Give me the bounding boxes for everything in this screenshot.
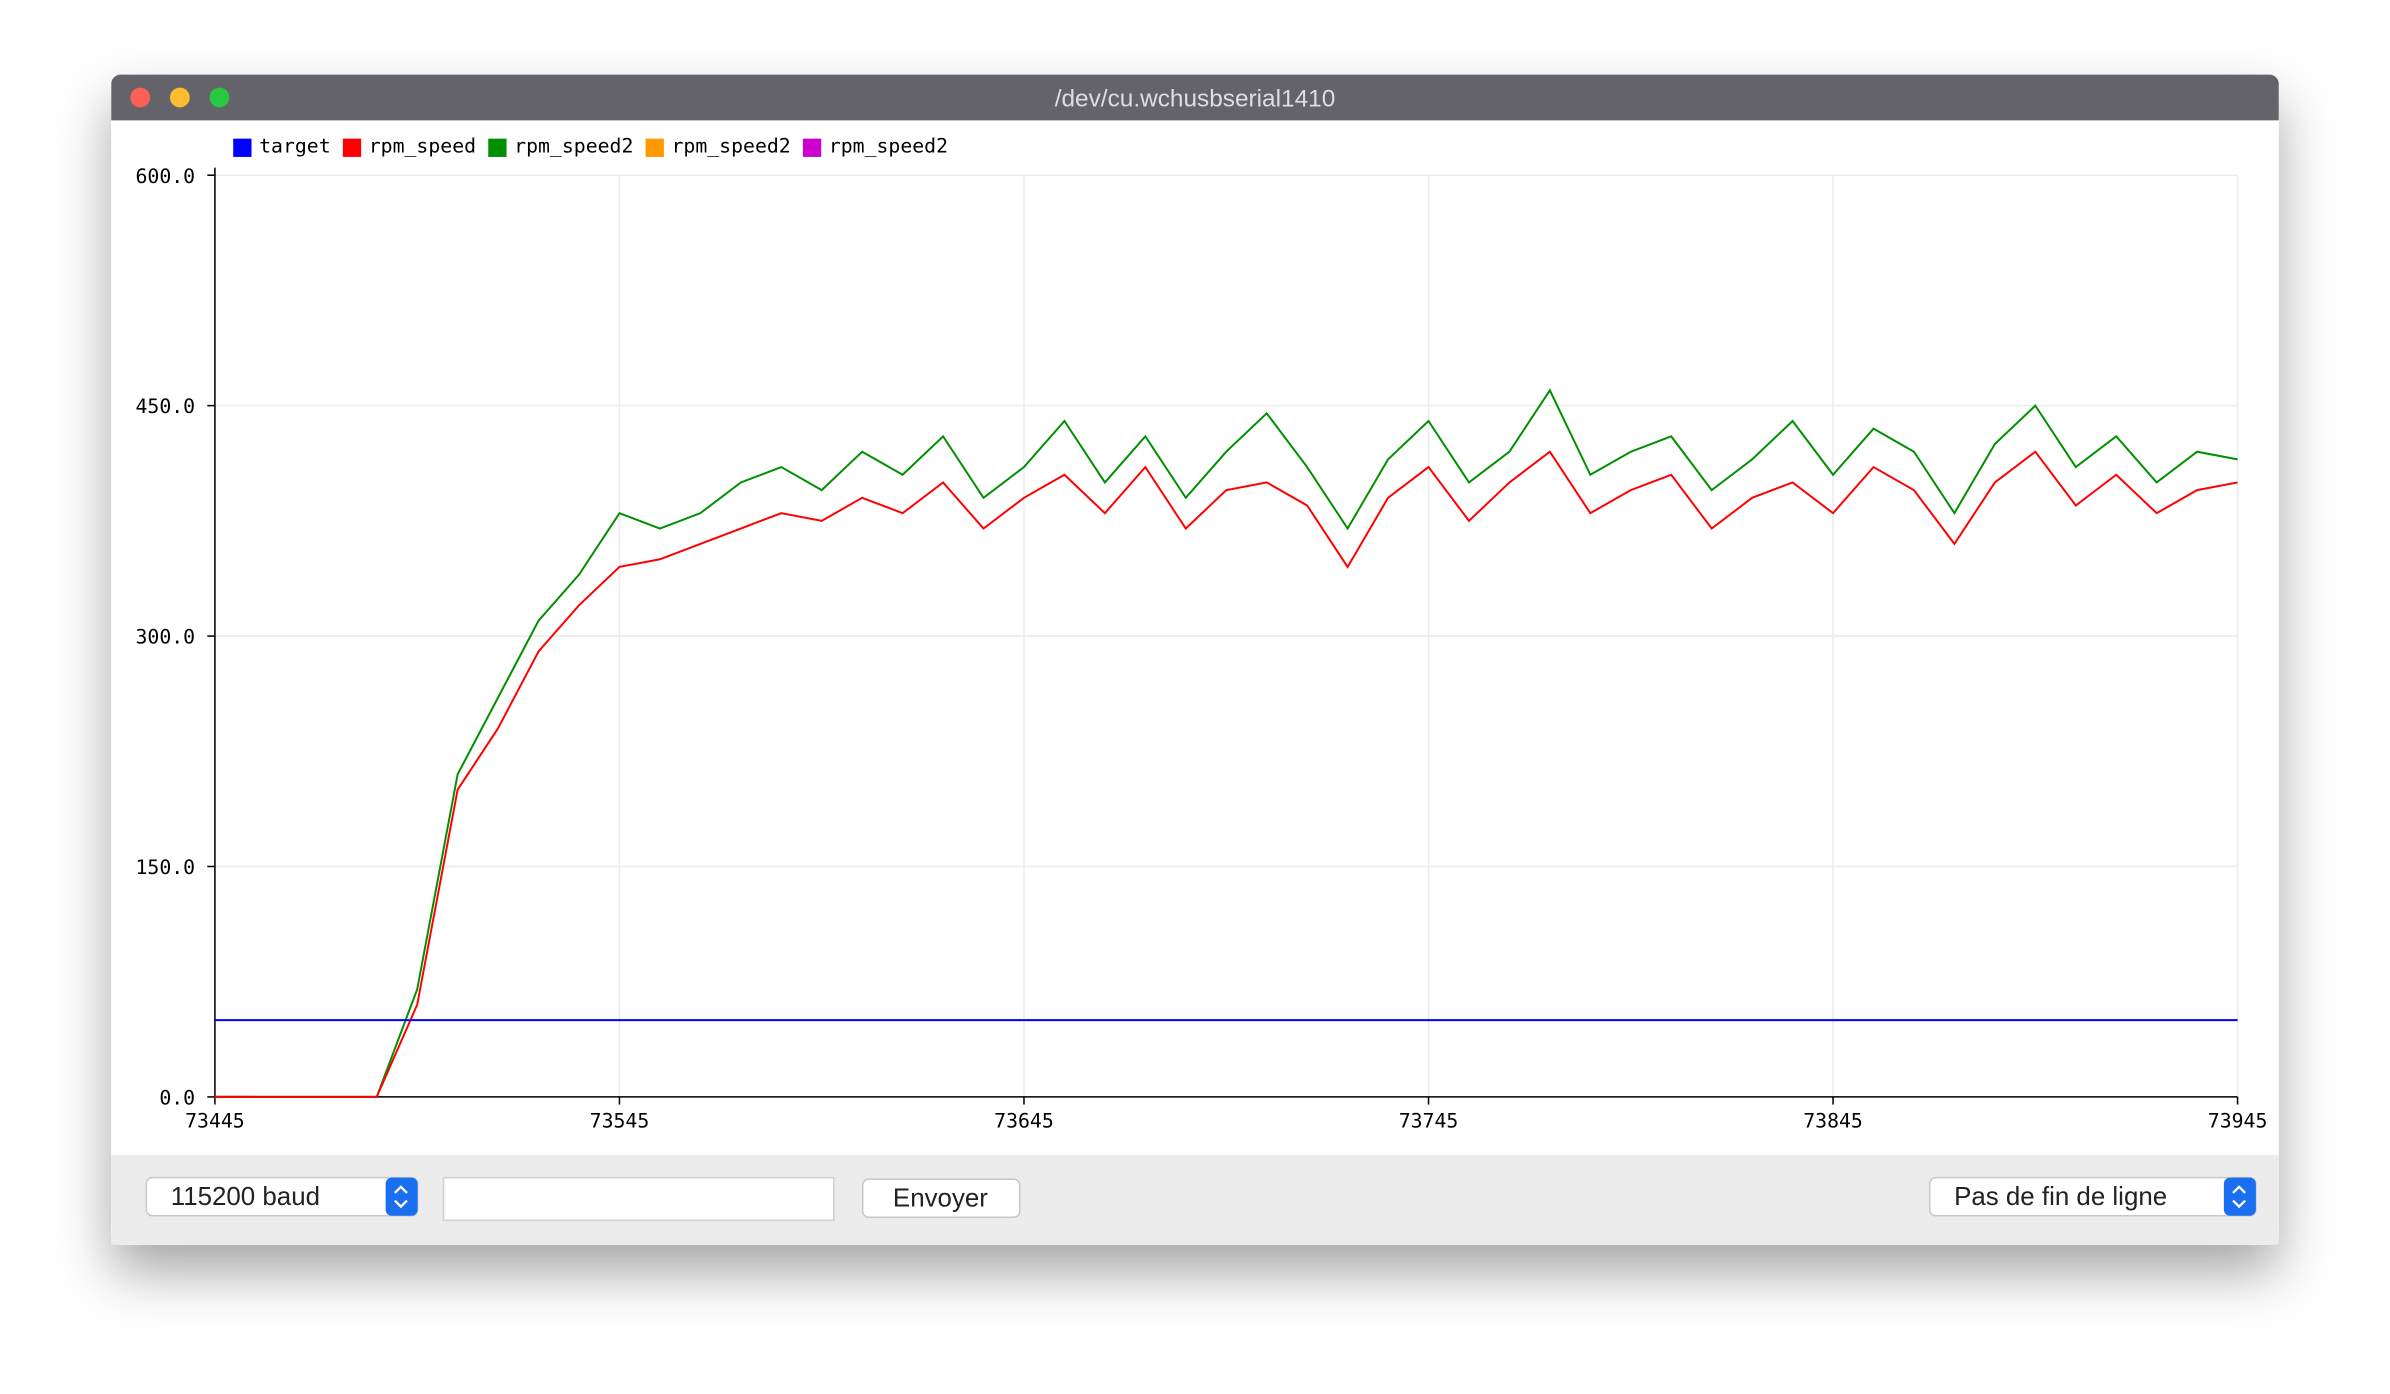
zoom-button[interactable]: [209, 87, 230, 108]
legend-label: target: [259, 134, 331, 157]
y-tick-label: 300.0: [135, 626, 195, 649]
send-button[interactable]: [861, 1178, 1021, 1219]
legend-label: rpm_speed: [369, 134, 476, 157]
window: [111, 74, 2279, 1245]
legend-label: rpm_speed2: [514, 134, 633, 157]
close-button[interactable]: [130, 87, 151, 108]
select-arrow-icon: [2232, 1185, 2247, 1209]
select-arrow[interactable]: [2223, 1177, 2256, 1216]
legend-swatch: [645, 138, 664, 157]
legend-label: rpm_speed2: [829, 134, 948, 157]
x-tick-label: 73845: [1803, 1109, 1863, 1132]
legend-swatch: [233, 138, 252, 157]
x-tick-label: 73945: [2208, 1109, 2268, 1132]
title-bar: [111, 74, 2279, 121]
send-button-label: Envoyer: [893, 1185, 988, 1213]
select-arrow[interactable]: [385, 1177, 418, 1216]
line-ending-label: Pas de fin de ligne: [1954, 1183, 2167, 1211]
legend-swatch: [802, 138, 822, 157]
x-tick-label: 73545: [590, 1109, 650, 1132]
legend-swatch: [488, 138, 507, 157]
select-arrow-icon: [393, 1185, 408, 1209]
series-line: [214, 450, 2238, 1098]
window-title: /dev/cu.wchusbserial1410: [1055, 86, 1336, 113]
minimize-button[interactable]: [169, 87, 190, 108]
legend-swatch: [342, 138, 362, 157]
x-tick-label: 73445: [185, 1109, 245, 1132]
legend-label: rpm_speed2: [671, 134, 790, 157]
x-tick-label: 73745: [1399, 1109, 1459, 1132]
y-tick-label: 0.0: [159, 1087, 195, 1110]
series-line: [214, 388, 2238, 1098]
y-tick-label: 600.0: [135, 165, 195, 188]
baud-label: 115200 baud: [171, 1183, 320, 1211]
y-tick-label: 150.0: [135, 856, 195, 879]
y-tick-label: 450.0: [135, 395, 195, 418]
x-tick-label: 73645: [994, 1109, 1054, 1132]
send-input[interactable]: [442, 1176, 835, 1222]
